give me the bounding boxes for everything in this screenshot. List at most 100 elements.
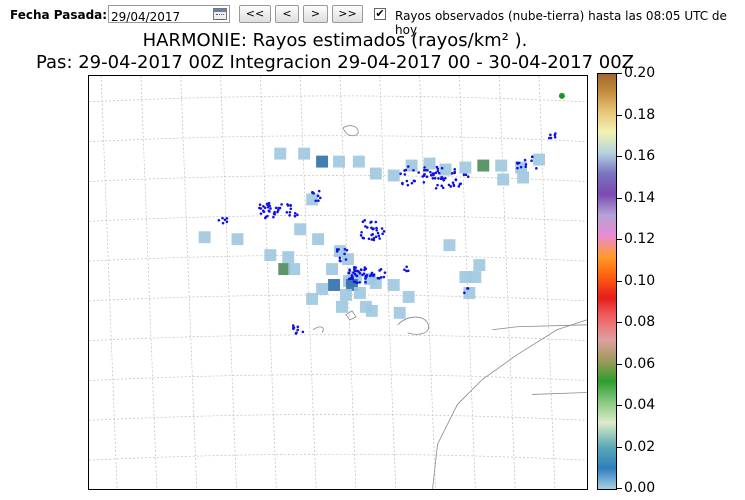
observed-lightning-dot — [361, 220, 365, 223]
observed-lightning-dot — [523, 158, 527, 162]
observed-lightning-dot — [376, 231, 380, 235]
observed-lightning-dot — [459, 182, 462, 185]
last-button[interactable]: >> — [332, 5, 363, 23]
lightning-cell — [316, 282, 329, 295]
observed-lightning-dot — [263, 206, 267, 210]
observed-lightning-dot — [383, 271, 387, 274]
previous-button[interactable]: < — [275, 5, 299, 23]
observed-lightning-dot — [288, 214, 291, 217]
lightning-cell — [463, 286, 476, 299]
lightning-cell — [298, 147, 311, 160]
lightning-cell — [443, 239, 456, 252]
border-line — [312, 326, 324, 333]
observed-lightning-dot — [371, 233, 375, 236]
colorbar-tick — [617, 405, 622, 406]
observed-lightning-dot — [375, 226, 378, 230]
chart-subtitle: Pas: 29-04-2017 00Z Integracion 29-04-20… — [35, 52, 634, 73]
parallel-line — [89, 294, 587, 302]
observed-lightning-dot — [263, 216, 267, 220]
observed-lightning-dot — [296, 328, 299, 332]
observed-lightning-dot — [466, 287, 470, 290]
border-line — [342, 125, 359, 137]
map-grid — [89, 76, 587, 489]
meridian-line — [538, 76, 556, 489]
observed-lightning-dot — [444, 176, 447, 180]
lightning-cell — [339, 288, 352, 301]
observed-lightning-dot — [464, 173, 468, 177]
observed-lightning-dot — [372, 273, 376, 277]
parallel-line — [89, 135, 587, 143]
lightning-cell — [353, 286, 366, 299]
meridian-line — [220, 76, 237, 489]
observed-lightning-dot — [406, 183, 410, 187]
observed-lightning-dot — [431, 177, 435, 180]
observed-lightning-dot — [365, 226, 369, 229]
observed-lightning-dot — [429, 170, 432, 174]
lightning-cell — [459, 161, 472, 174]
observed-lightning-dot — [449, 185, 453, 188]
observed-lightning-dot — [338, 256, 342, 260]
parallel-line — [89, 453, 587, 461]
observed-lightning-dot — [223, 218, 227, 222]
observed-lightning-dot — [434, 186, 438, 190]
observed-lightning-dot — [377, 234, 381, 238]
observed-lightning-dot — [524, 165, 527, 169]
observed-lightning-dot — [221, 221, 225, 225]
observed-lightning-dot — [535, 167, 538, 170]
observed-checkbox[interactable]: ✔ — [374, 7, 386, 20]
meridian-line — [299, 76, 317, 489]
observed-lightning-dot — [353, 268, 356, 271]
next-button[interactable]: > — [303, 5, 328, 23]
lightning-cell — [198, 231, 211, 244]
observed-label: Rayos observados (nube-tierra) hasta las… — [395, 9, 727, 37]
colorbar-tick-label: 0.20 — [624, 65, 656, 81]
observed-lightning-dot — [335, 250, 339, 253]
observed-lightning-dot — [519, 165, 523, 169]
observed-lightning-dot — [548, 136, 551, 140]
colorbar-tick-label: 0.14 — [624, 189, 656, 206]
observed-lightning-dot — [295, 331, 298, 334]
colorbar-tick — [617, 114, 622, 116]
observed-lightning-dot — [553, 133, 557, 137]
observed-lightning-dot — [381, 232, 384, 236]
lightning-cell — [282, 251, 295, 264]
lightning-cell — [402, 290, 415, 303]
first-button[interactable]: << — [239, 5, 271, 23]
observed-lightning-dot — [466, 175, 470, 179]
border-line — [432, 319, 587, 489]
observed-lightning-dot — [375, 228, 379, 232]
observed-lightning-dot — [440, 166, 444, 170]
observed-lightning-dot — [335, 248, 339, 251]
colorbar-tick-label: 0.04 — [624, 397, 656, 413]
observed-lightning-dot — [268, 204, 272, 208]
observed-lightning-dot — [452, 184, 456, 188]
observed-lightning-dot — [437, 177, 440, 180]
observed-lightning-dot — [451, 181, 455, 184]
observed-lightning-dot — [516, 162, 520, 165]
lightning-cell — [294, 223, 307, 236]
observed-lightning-dot — [531, 155, 534, 159]
date-input[interactable] — [109, 9, 211, 25]
observed-lightning-dot — [343, 247, 347, 251]
observed-lightning-dot — [422, 180, 426, 184]
observed-lightning-dot — [434, 171, 438, 175]
observed-lightning-dot — [296, 213, 299, 217]
observed-lightning-dot — [318, 196, 322, 200]
lightning-cell — [345, 279, 358, 291]
marker-dot — [558, 92, 565, 99]
observed-lightning-dot — [291, 324, 295, 327]
observed-lightning-dot — [372, 238, 376, 242]
date-field[interactable] — [108, 5, 230, 25]
observed-lightning-dot — [258, 206, 261, 210]
observed-lightning-dot — [316, 194, 320, 198]
colorbar-tick-label: 0.10 — [624, 272, 656, 289]
observed-lightning-dot — [436, 167, 440, 171]
observed-lightning-dot — [377, 277, 381, 280]
date-label: Fecha Pasada: — [10, 8, 108, 22]
observed-lightning-dot — [364, 275, 368, 279]
observed-lightning-dot — [463, 291, 466, 295]
observed-lightning-dot — [369, 274, 372, 278]
observed-lightning-dot — [266, 214, 269, 218]
observed-lightning-dot — [269, 207, 272, 210]
calendar-icon[interactable] — [213, 8, 227, 20]
